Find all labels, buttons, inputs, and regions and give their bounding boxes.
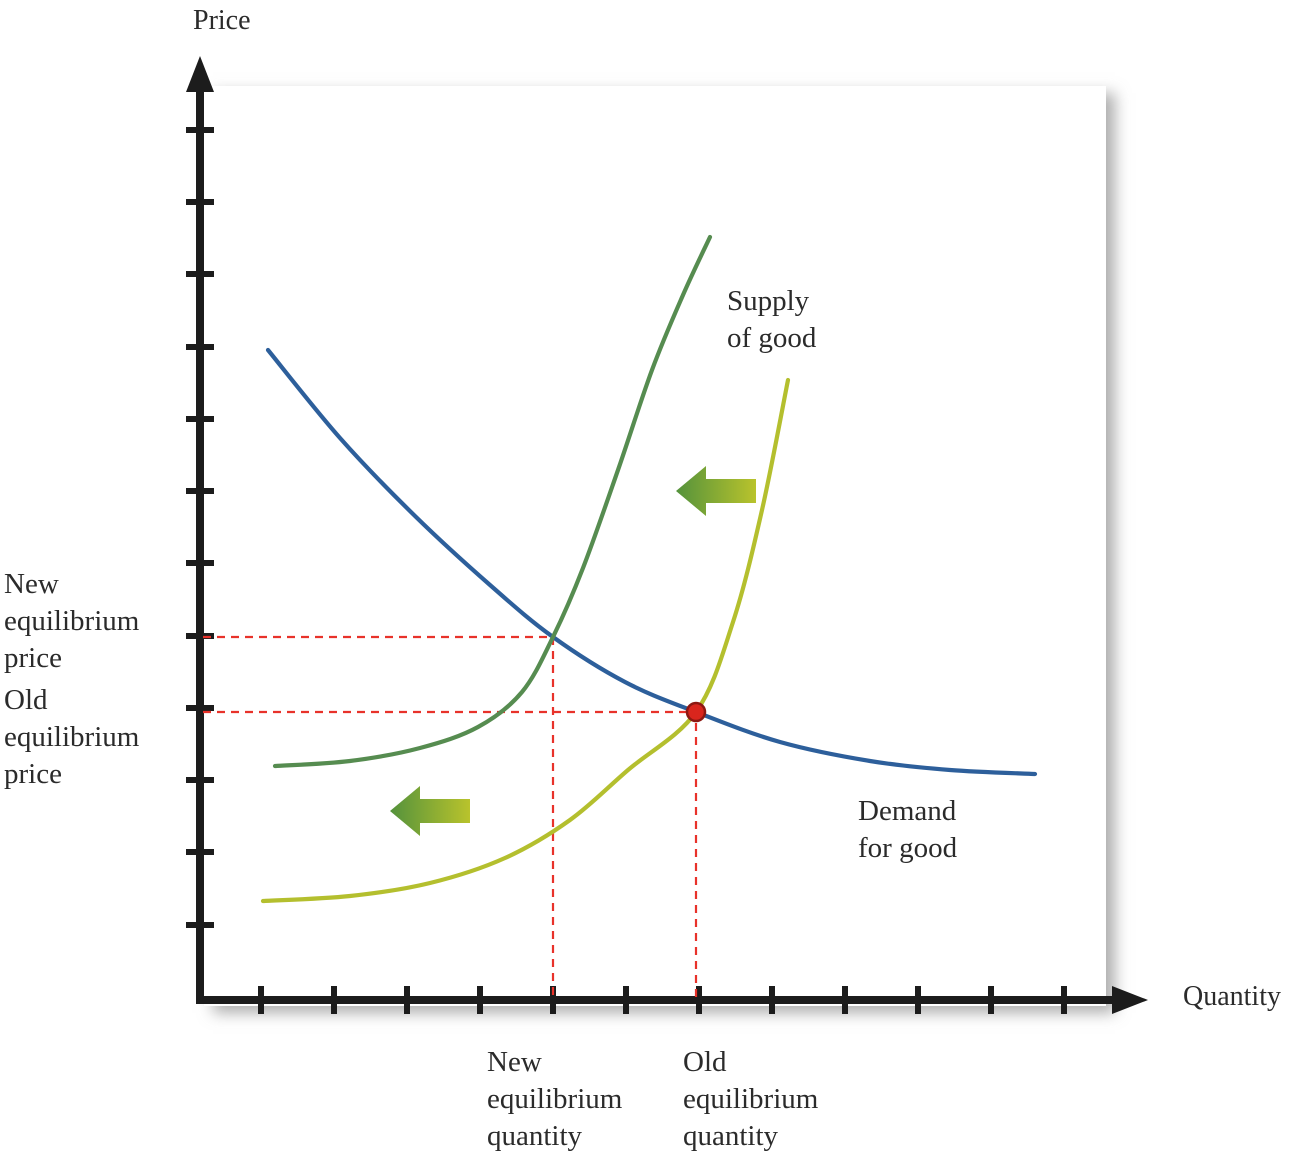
supply-curve-old bbox=[260, 377, 791, 904]
equilibrium-marker bbox=[685, 701, 707, 723]
x-axis-arrowhead-icon bbox=[1112, 986, 1148, 1014]
axes bbox=[186, 56, 1148, 1014]
demand-curve bbox=[265, 347, 1038, 777]
new-equilibrium-guide bbox=[203, 635, 555, 998]
old-equilibrium-guide bbox=[203, 710, 698, 998]
supply-curve-label: Supply of good bbox=[727, 285, 817, 354]
shift-arrows bbox=[390, 466, 756, 836]
y-axis-label: Price bbox=[193, 5, 251, 36]
supply-curve-new bbox=[272, 234, 713, 769]
curves bbox=[260, 234, 1038, 904]
shift-left-arrow-lower-icon bbox=[390, 786, 470, 836]
shift-left-arrow-upper-icon bbox=[676, 466, 756, 516]
demand-curve-label: Demand for good bbox=[858, 795, 958, 864]
old-equilibrium-price-label: Old equilibrium price bbox=[4, 684, 140, 790]
y-axis-arrowhead-icon bbox=[186, 56, 214, 92]
x-axis-label: Quantity bbox=[1183, 981, 1281, 1012]
new-equilibrium-price-label: New equilibrium price bbox=[4, 568, 140, 674]
new-equilibrium-quantity-label: New equilibrium quantity bbox=[487, 1046, 623, 1152]
axis-ticks bbox=[186, 127, 1067, 1014]
old-equilibrium-quantity-label: Old equilibrium quantity bbox=[683, 1046, 819, 1152]
plot-area bbox=[204, 86, 1106, 1006]
old-equilibrium-point bbox=[685, 701, 707, 723]
